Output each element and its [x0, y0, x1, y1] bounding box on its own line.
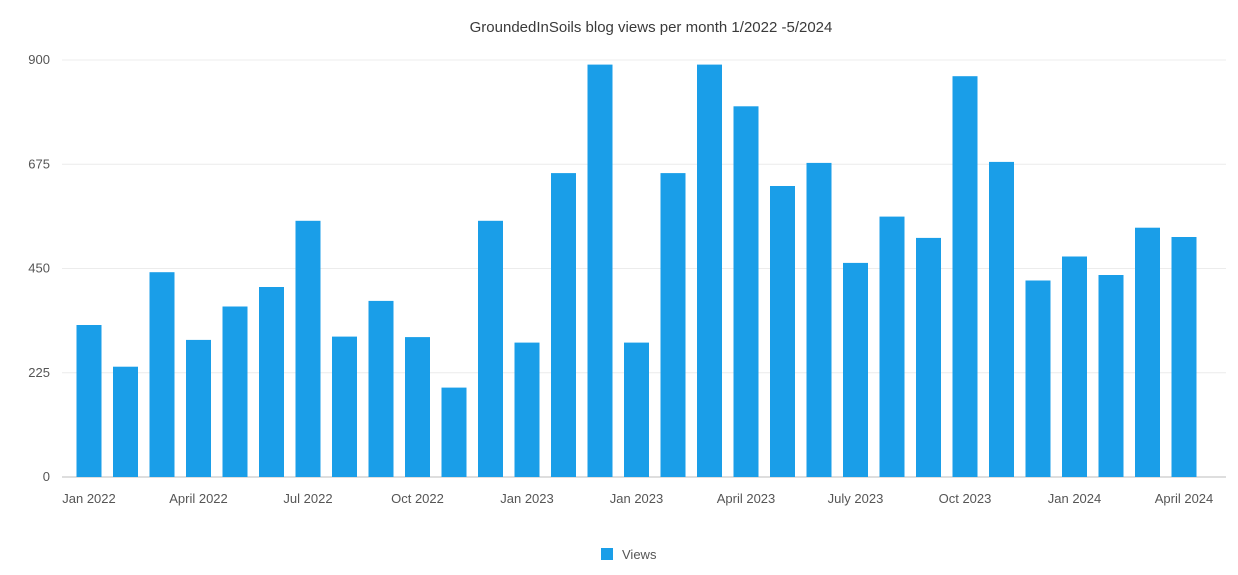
- bar-jun-2023: [697, 64, 722, 477]
- bar-sep-2023: [806, 162, 832, 477]
- bar-feb-2022: [113, 366, 138, 477]
- y-tick-label: 0: [43, 469, 50, 484]
- bar-jan-2024: [952, 76, 978, 477]
- bar-dec-2023: [916, 237, 941, 477]
- y-tick-label: 675: [28, 156, 50, 171]
- bar-jun-2022: [259, 287, 284, 477]
- bar-jan-2022: [76, 325, 102, 477]
- bar-sep-2022: [368, 300, 394, 477]
- chart-title: GroundedInSoils blog views per month 1/2…: [470, 19, 833, 36]
- bar-oct-2023: [843, 262, 868, 477]
- x-tick-label: Jul 2022: [283, 491, 332, 506]
- x-tick-label: April 2024: [1155, 491, 1214, 506]
- x-tick-label: Jan 2024: [1048, 491, 1102, 506]
- legend-swatch-views: [601, 548, 613, 560]
- y-tick-label: 225: [28, 365, 50, 380]
- x-tick-label: Jan 2023: [610, 491, 664, 506]
- bar-aug-2023: [770, 186, 795, 477]
- bar-dec-2022: [478, 220, 503, 478]
- bar-mar-2022: [149, 272, 175, 477]
- legend-label-views: Views: [622, 547, 657, 562]
- x-tick-label: July 2023: [828, 491, 884, 506]
- bar-nov-2023: [879, 216, 905, 477]
- x-tick-label: Oct 2023: [939, 491, 992, 506]
- bar-may-2022: [222, 306, 248, 477]
- bar-may-2023: [660, 173, 686, 477]
- bar-may-2024: [1098, 275, 1124, 477]
- bar-nov-2022: [441, 387, 467, 477]
- bar-jun-2024: [1135, 227, 1160, 477]
- bars: [76, 64, 1197, 478]
- x-tick-label: April 2023: [717, 491, 776, 506]
- bar-jul-2022: [295, 220, 321, 478]
- bar-aug-2022: [332, 336, 357, 477]
- bar-apr-2022: [186, 339, 211, 477]
- bar-jul-2024: [1171, 237, 1197, 477]
- x-tick-label: April 2022: [169, 491, 228, 506]
- x-tick-label: Jan 2022: [62, 491, 116, 506]
- bar-apr-2024: [1062, 256, 1087, 477]
- bar-feb-2023: [551, 173, 576, 477]
- bar-apr-2023: [624, 342, 649, 477]
- bar-jul-2023: [733, 106, 759, 478]
- bar-oct-2022: [405, 337, 430, 477]
- x-tick-label: Oct 2022: [391, 491, 444, 506]
- y-tick-label: 450: [28, 261, 50, 276]
- bar-mar-2023: [587, 64, 613, 477]
- x-axis-ticks: Jan 2022 April 2022 Jul 2022 Oct 2022 Jan 20…: [62, 491, 1213, 506]
- y-tick-label: 900: [28, 52, 50, 67]
- bar-mar-2024: [1025, 280, 1051, 477]
- x-tick-label: Jan 2023: [500, 491, 554, 506]
- legend: Views: [601, 547, 657, 562]
- y-axis-ticks: 0 225 450 675 900: [28, 52, 50, 484]
- bar-jan-2023: [514, 342, 540, 477]
- bar-feb-2024: [989, 161, 1014, 477]
